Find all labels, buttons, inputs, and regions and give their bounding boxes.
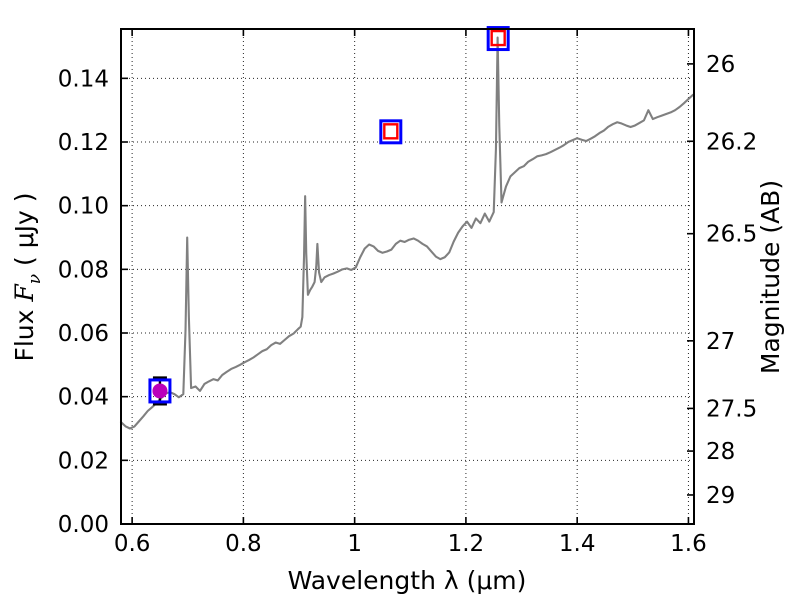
x-tick-labels: 0.6 0.8 1 1.2 1.4 1.6 (114, 531, 707, 557)
y-tick-label-3: 0.06 (58, 321, 109, 347)
y-right-tick-labels: 26 26.2 26.5 27 27.5 28 29 (706, 52, 757, 509)
grid-lines (121, 29, 694, 524)
x-tick-label-2: 1 (347, 531, 362, 557)
point-j-band-outer-square (486, 26, 510, 52)
y-left-tick-labels: 0.00 0.02 0.04 0.06 0.08 0.10 0.12 0.14 (58, 66, 109, 538)
photometry-markers (148, 26, 510, 406)
point-r-band-outer-square (148, 378, 172, 404)
y-tick-label-2: 0.04 (58, 385, 109, 411)
x-tick-label-1: 0.8 (225, 531, 262, 557)
y-tick-label-6: 0.12 (58, 130, 109, 156)
y2-tick-label-1: 26.2 (706, 129, 757, 155)
y-tick-label-5: 0.10 (58, 194, 109, 220)
point-y-band-outer-square (379, 119, 403, 145)
point-r-band[interactable] (148, 376, 172, 406)
y2-tick-label-4: 27.5 (706, 396, 757, 422)
model-spectrum-line (119, 36, 694, 430)
y-axis-title-prefix: Flux (10, 302, 39, 362)
axes-background (121, 29, 694, 524)
x-axis-title: Wavelength λ (μm) (288, 566, 527, 595)
y-right-axis-title: Magnitude (AB) (756, 180, 785, 374)
y2-tick-label-0: 26 (706, 52, 735, 78)
y-tick-label-1: 0.02 (58, 448, 109, 474)
svg-text:Flux Fν ( μJy ): Flux Fν ( μJy ) (10, 192, 45, 361)
y2-tick-label-2: 26.5 (706, 222, 757, 248)
y2-tick-label-5: 28 (706, 439, 735, 465)
y-tick-label-4: 0.08 (58, 257, 109, 283)
point-j-band-inner-square (490, 29, 506, 47)
y-axis-title-subscript: ν (25, 274, 45, 284)
axes-frame (120, 28, 695, 525)
tick-marks (121, 29, 694, 525)
x-tick-label-4: 1.4 (559, 531, 596, 557)
x-tick-label-3: 1.2 (448, 531, 485, 557)
point-y-band-inner-square (383, 123, 399, 140)
point-r-band-fill-circle (152, 383, 168, 399)
y-axis-title-symbol: F (10, 283, 39, 303)
y-tick-label-7: 0.14 (58, 66, 109, 92)
x-tick-label-0: 0.6 (114, 531, 151, 557)
y2-tick-label-3: 27 (706, 329, 735, 355)
y-axis-title-suffix: ( μJy ) (10, 192, 39, 273)
y2-tick-label-6: 29 (706, 483, 735, 509)
x-tick-label-5: 1.6 (670, 531, 707, 557)
y-left-axis-title: Flux Fν ( μJy ) (10, 192, 45, 361)
point-y-band[interactable] (379, 119, 403, 145)
point-j-band[interactable] (486, 26, 510, 52)
y-tick-label-0: 0.00 (58, 512, 109, 538)
